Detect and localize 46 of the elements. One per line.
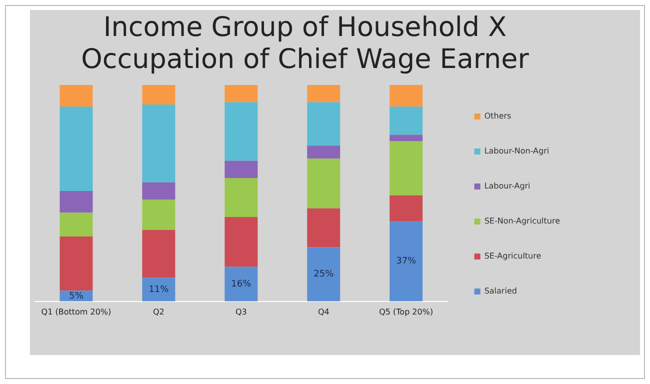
bar	[60, 85, 93, 107]
bar	[224, 102, 258, 161]
bar	[60, 236, 93, 291]
data-label: 37%	[396, 256, 417, 267]
bar	[142, 182, 176, 200]
bar	[224, 160, 258, 178]
bar	[224, 266, 258, 302]
legend-label: Labour-Agri	[484, 182, 530, 191]
chart-title: Income Group of Household X Occupation of Chief Wage Earner	[80, 12, 530, 76]
bar	[224, 178, 258, 218]
data-label: 11%	[148, 284, 170, 295]
bar	[307, 208, 340, 248]
x-tick-label: Q2	[153, 307, 164, 316]
data-label: 16%	[231, 279, 252, 290]
legend-label: SE-Non-Agriculture	[484, 216, 560, 226]
bar	[390, 134, 423, 142]
bar	[224, 85, 258, 102]
bar	[224, 217, 258, 267]
bar	[390, 141, 423, 196]
bar	[307, 85, 340, 102]
x-tick-label: Q4	[318, 307, 330, 316]
bar	[307, 146, 340, 159]
data-label: 5%	[69, 291, 84, 302]
bar	[142, 230, 176, 278]
legend-label: Salaried	[484, 286, 517, 296]
bar	[307, 158, 340, 208]
x-tick-label: Q3	[235, 307, 247, 316]
x-tick-label: Q5 (Top 20%)	[379, 307, 434, 316]
data-label: 25%	[314, 270, 334, 280]
bar	[60, 212, 93, 236]
bar	[60, 191, 93, 213]
legend-label: Labour-Non-Agri	[484, 146, 550, 156]
bar	[390, 85, 423, 107]
bar	[390, 195, 423, 222]
bar	[142, 85, 176, 104]
x-tick-label: Q1 (Bottom 20%)	[41, 307, 112, 316]
legend-label: SE-Agriculture	[484, 252, 542, 261]
bar	[307, 102, 340, 146]
bar	[60, 106, 93, 192]
bar	[142, 200, 176, 230]
bar	[307, 247, 340, 302]
bar	[142, 278, 176, 302]
bar	[142, 104, 176, 182]
bar	[390, 106, 423, 135]
bar	[390, 221, 423, 302]
legend-label: Others	[484, 112, 512, 121]
